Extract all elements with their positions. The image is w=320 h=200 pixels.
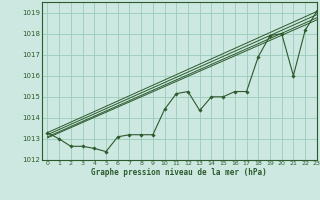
X-axis label: Graphe pression niveau de la mer (hPa): Graphe pression niveau de la mer (hPa) — [91, 168, 267, 177]
